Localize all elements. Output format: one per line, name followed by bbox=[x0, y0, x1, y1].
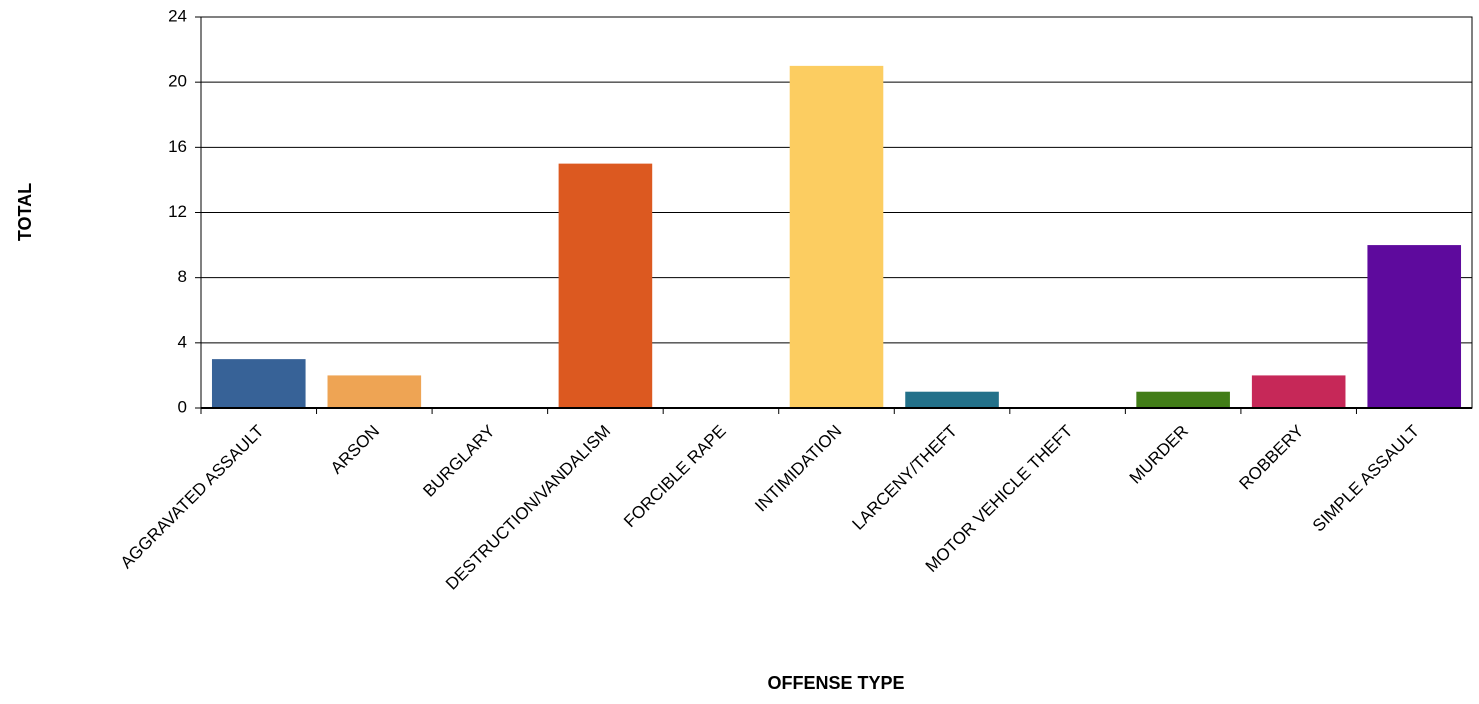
x-axis-title: OFFENSE TYPE bbox=[767, 673, 904, 693]
y-tick-label: 24 bbox=[168, 6, 187, 25]
x-tick-label: AGGRAVATED ASSAULT bbox=[117, 421, 268, 572]
x-axis-ticks: AGGRAVATED ASSAULT ARSON BURGLARYDESTRUCTI… bbox=[117, 408, 1423, 594]
bar bbox=[905, 391, 999, 408]
y-tick-label: 8 bbox=[178, 267, 187, 286]
bar bbox=[327, 375, 422, 408]
x-tick-label: ARSON bbox=[327, 421, 383, 477]
y-tick-label: 0 bbox=[178, 397, 187, 416]
y-tick-label: 12 bbox=[168, 202, 187, 221]
bar bbox=[1136, 391, 1230, 408]
x-tick-label: SIMPLE ASSAULT bbox=[1309, 421, 1423, 535]
bar bbox=[558, 163, 653, 408]
y-axis-title: TOTAL bbox=[15, 183, 35, 241]
bar bbox=[1367, 245, 1462, 408]
y-axis-ticks: 0 4 8 12 16 20 24 bbox=[168, 6, 201, 416]
y-tick-label: 4 bbox=[178, 332, 187, 351]
bar bbox=[211, 359, 306, 408]
bars bbox=[211, 65, 1462, 408]
bar bbox=[789, 65, 884, 408]
y-tick-label: 16 bbox=[168, 137, 187, 156]
x-tick-label: LARCENY/THEFT bbox=[849, 421, 961, 533]
x-tick-label: FORCIBLE RAPE bbox=[620, 421, 730, 531]
x-tick-label: ROBBERY bbox=[1236, 421, 1308, 493]
x-tick-label: INTIMIDATION bbox=[751, 421, 845, 515]
bar bbox=[1251, 375, 1346, 408]
y-tick-label: 20 bbox=[168, 72, 187, 91]
x-tick-label: MURDER bbox=[1126, 421, 1192, 487]
x-tick-label: BURGLARY bbox=[419, 421, 498, 500]
